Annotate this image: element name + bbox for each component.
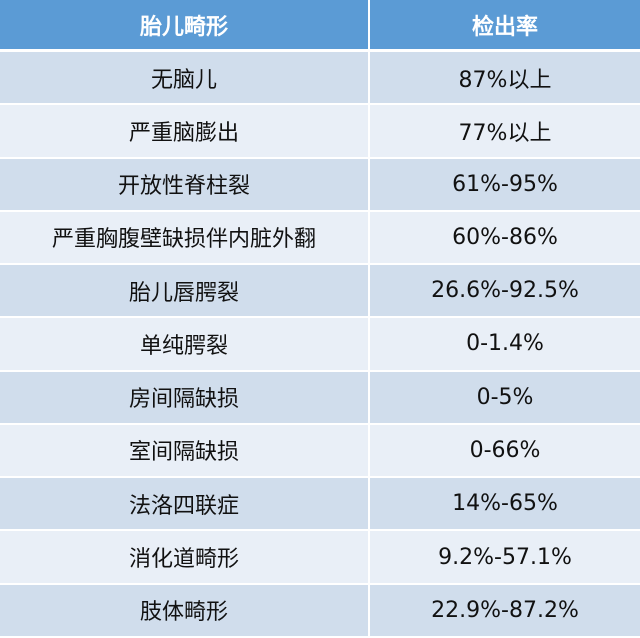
table-row: 法洛四联症 14%-65%: [0, 478, 640, 532]
table-row: 肢体畸形 22.9%-87.2%: [0, 584, 640, 638]
malformation-cell: 严重脑膨出: [0, 105, 370, 159]
table-row: 消化道畸形 9.2%-57.1%: [0, 531, 640, 585]
malformation-cell: 严重胸腹壁缺损伴内脏外翻: [0, 211, 370, 266]
rate-cell: 61%-95%: [370, 158, 640, 212]
table-row: 开放性脊柱裂 61%-95%: [0, 158, 640, 212]
table-row: 室间隔缺损 0-66%: [0, 424, 640, 479]
malformation-cell: 肢体畸形: [0, 584, 370, 638]
rate-cell: 14%-65%: [370, 478, 640, 532]
malformation-cell: 法洛四联症: [0, 478, 370, 532]
malformation-cell: 消化道畸形: [0, 531, 370, 585]
rate-cell: 26.6%-92.5%: [370, 265, 640, 319]
table-row: 胎儿唇腭裂 26.6%-92.5%: [0, 265, 640, 319]
rate-cell: 60%-86%: [370, 211, 640, 266]
rate-cell: 77%以上: [370, 105, 640, 159]
malformation-cell: 室间隔缺损: [0, 424, 370, 479]
rate-cell: 0-5%: [370, 371, 640, 425]
malformation-cell: 房间隔缺损: [0, 371, 370, 425]
table-row: 单纯腭裂 0-1.4%: [0, 318, 640, 372]
rate-cell: 0-1.4%: [370, 318, 640, 372]
malformation-cell: 无脑儿: [0, 52, 370, 106]
header-malformation: 胎儿畸形: [0, 0, 370, 52]
rate-cell: 9.2%-57.1%: [370, 531, 640, 585]
malformation-cell: 胎儿唇腭裂: [0, 265, 370, 319]
table-row: 无脑儿 87%以上: [0, 52, 640, 106]
rate-cell: 87%以上: [370, 52, 640, 106]
rate-cell: 0-66%: [370, 424, 640, 479]
table-row: 严重脑膨出 77%以上: [0, 105, 640, 159]
table-row: 房间隔缺损 0-5%: [0, 371, 640, 425]
rate-cell: 22.9%-87.2%: [370, 584, 640, 638]
header-detection-rate: 检出率: [370, 0, 640, 52]
table-header-row: 胎儿畸形 检出率: [0, 0, 640, 52]
malformation-cell: 开放性脊柱裂: [0, 158, 370, 212]
malformation-cell: 单纯腭裂: [0, 318, 370, 372]
table-row: 严重胸腹壁缺损伴内脏外翻 60%-86%: [0, 211, 640, 266]
